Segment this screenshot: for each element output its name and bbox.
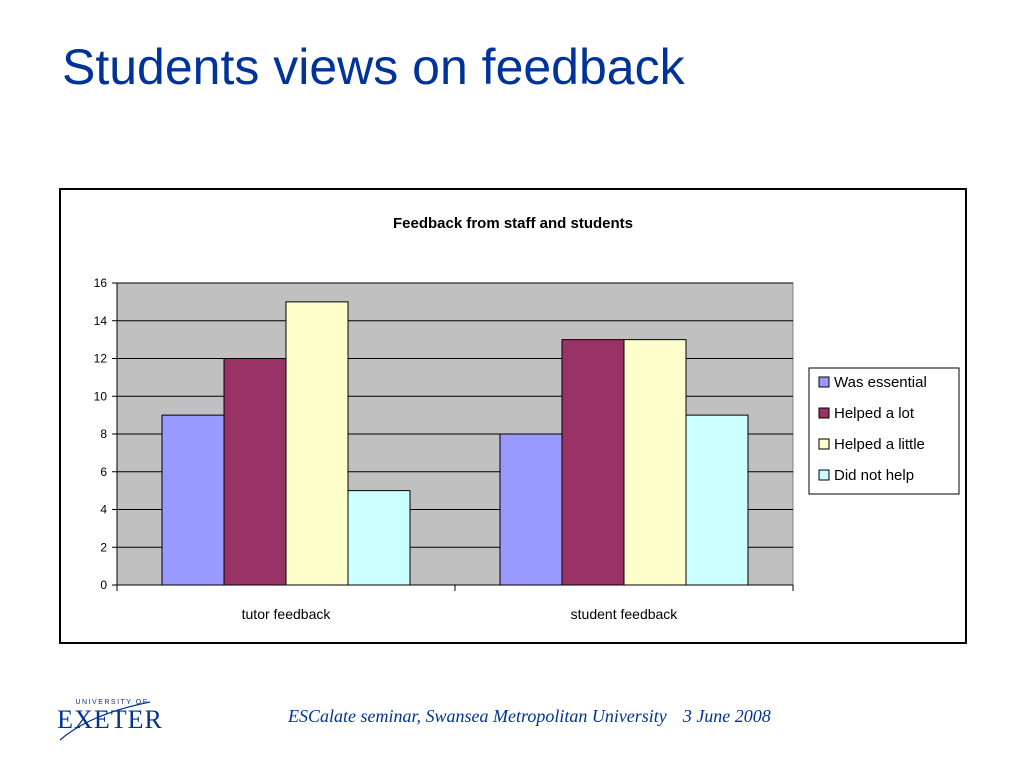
legend-swatch [818,376,830,388]
bar-helped-a-little [285,301,349,586]
bar-did-not-help [347,490,411,586]
legend [808,367,960,495]
y-tick-label: 2 [100,540,107,554]
legend-label: Helped a little [834,436,925,453]
bar-was-essential [161,414,225,586]
chart-frame: Feedback from staff and students 0 2 4 6 8 10 1… [59,188,967,644]
bar-did-not-help [685,414,749,586]
university-logo: UNIVERSITY OF EXETER [50,694,170,753]
legend-label: Helped a lot [834,405,915,422]
bar-chart: Feedback from staff and students 0 2 4 6 8 10 1… [94,215,960,622]
bar-helped-a-lot [561,339,625,586]
legend-swatch [818,469,830,481]
logo-small-text: UNIVERSITY OF [75,699,148,706]
chart-title: Feedback from staff and students [393,215,633,232]
legend-swatch [818,407,830,419]
legend-label: Did not help [834,467,914,484]
legend-swatch [818,438,830,450]
x-tick-label: tutor feedback [242,606,332,622]
y-tick-label: 6 [100,465,107,479]
legend-label: Was essential [834,374,927,391]
y-tick-label: 4 [100,503,107,517]
slide-title: Students views on feedback [62,39,685,95]
bar-helped-a-little [623,339,687,586]
y-tick-label: 14 [94,314,108,328]
bar-helped-a-lot [223,358,287,586]
y-tick-label: 16 [94,276,108,290]
footer-text: ESCalate seminar, Swansea Metropolitan U… [288,706,771,727]
footer-date: 3 June 2008 [682,706,771,726]
y-tick-label: 0 [100,578,107,592]
y-tick-label: 12 [94,352,108,366]
x-tick-label: student feedback [571,606,679,622]
bar-was-essential [499,433,563,586]
y-tick-label: 10 [94,389,108,403]
y-tick-label: 8 [100,427,107,441]
footer-event: ESCalate seminar, Swansea Metropolitan U… [288,706,667,726]
